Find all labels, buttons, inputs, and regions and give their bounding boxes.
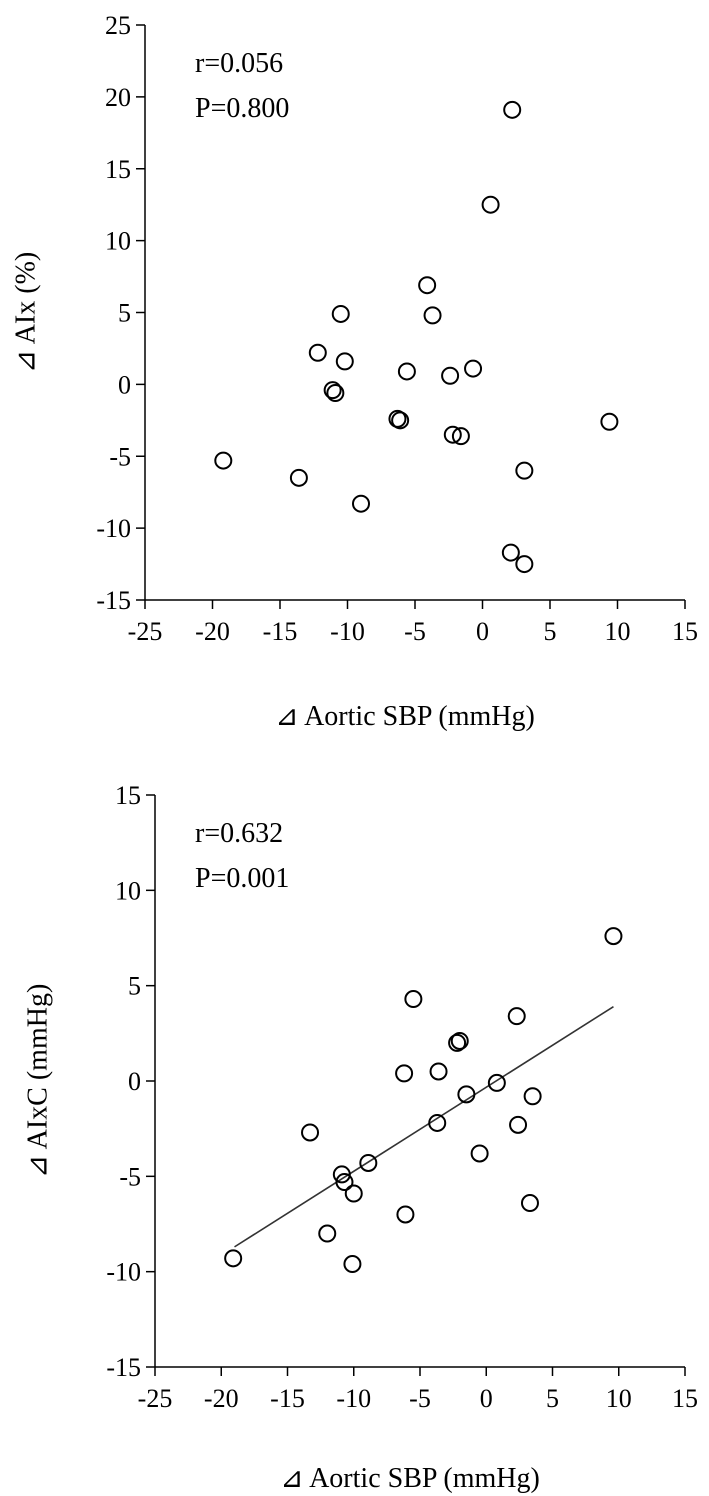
data-point	[450, 1031, 469, 1050]
p-value-label: P=0.800	[195, 93, 289, 124]
data-point	[323, 381, 342, 400]
x-tick-label: -15	[263, 617, 298, 646]
y-tick-label: -10	[96, 514, 131, 543]
data-point	[352, 494, 370, 513]
data-point	[418, 276, 437, 295]
p-value-label: P=0.001	[195, 863, 289, 894]
data-point	[332, 1165, 351, 1184]
x-tick-label: 0	[480, 1384, 493, 1413]
data-point	[335, 1173, 354, 1192]
data-point	[423, 306, 442, 325]
x-tick-label: -15	[270, 1384, 305, 1413]
regression-line	[234, 1005, 614, 1248]
x-tick-label: -10	[330, 617, 365, 646]
data-point	[395, 1064, 414, 1083]
data-point	[604, 927, 623, 946]
x-tick-label: -20	[204, 1384, 239, 1413]
y-tick-label: 0	[118, 370, 131, 399]
correlation-r-label: r=0.632	[195, 818, 283, 849]
y-tick-label: 0	[128, 1067, 141, 1096]
data-point	[487, 1073, 506, 1092]
data-point	[397, 362, 416, 381]
chart-aixc: -15 -10 -5 0 5 10 15 -25 -20 -15 -10 -5 0 5 10 15 r=0.63…	[22, 781, 698, 1494]
data-point	[396, 1205, 415, 1224]
x-tick-label: 10	[605, 617, 631, 646]
data-point	[331, 304, 350, 323]
x-tick-label: 15	[672, 617, 698, 646]
data-point	[318, 1224, 337, 1243]
x-tick-label: 15	[672, 1384, 698, 1413]
data-point	[501, 543, 520, 562]
y-tick-label: 5	[118, 299, 131, 328]
data-point	[457, 1085, 476, 1104]
y-tick-label: 5	[128, 972, 141, 1001]
data-point	[289, 468, 308, 487]
y-axis-title: ⊿ AIxC (mmHg)	[22, 984, 53, 1179]
x-tick-label: -5	[409, 1384, 431, 1413]
y-tick-label: 15	[105, 155, 131, 184]
data-point	[404, 990, 423, 1009]
data-point	[451, 427, 470, 446]
y-tick-label: 20	[105, 83, 131, 112]
data-point	[509, 1115, 528, 1134]
data-point	[359, 1153, 378, 1172]
chart-aix: -15 -10 -5 0 5 10 15 20 25 -25 -20 -15 -10 -5 0 5 10 15 r=…	[10, 11, 698, 732]
y-tick-label: -15	[106, 1353, 141, 1382]
y-tick-label: 15	[115, 781, 141, 810]
data-point	[507, 1007, 526, 1026]
data-point	[428, 1113, 447, 1132]
x-tick-label: 0	[476, 617, 489, 646]
y-tick-label: 10	[115, 876, 141, 905]
data-point	[441, 366, 460, 385]
x-tick-label: -10	[336, 1384, 371, 1413]
x-axis-title: ⊿ Aortic SBP (mmHg)	[275, 701, 535, 732]
x-tick-label: 5	[544, 617, 557, 646]
y-tick-label: -10	[106, 1258, 141, 1287]
x-tick-label: -5	[404, 617, 426, 646]
data-point	[470, 1144, 489, 1163]
y-tick-label: -5	[109, 442, 131, 471]
data-point	[308, 343, 327, 362]
data-point	[343, 1255, 362, 1274]
x-tick-label: 5	[546, 1384, 559, 1413]
y-tick-label: 25	[105, 11, 131, 40]
data-point	[429, 1062, 448, 1081]
data-point	[503, 100, 522, 119]
data-point	[344, 1184, 363, 1203]
data-point	[448, 1033, 467, 1052]
data-point	[214, 451, 233, 470]
x-tick-label: 10	[606, 1384, 632, 1413]
data-point	[481, 195, 500, 214]
data-point	[515, 555, 534, 574]
data-point	[335, 352, 354, 371]
data-point	[326, 384, 345, 402]
y-tick-label: -15	[96, 586, 131, 615]
data-point	[515, 461, 534, 480]
data-point	[301, 1123, 320, 1142]
data-point	[600, 412, 619, 431]
x-tick-label: -25	[128, 617, 163, 646]
y-axis-title: ⊿ AIx (%)	[10, 252, 41, 373]
x-axis-title: ⊿ Aortic SBP (mmHg)	[280, 1463, 540, 1494]
correlation-r-label: r=0.056	[195, 48, 283, 79]
x-tick-label: -20	[195, 617, 230, 646]
data-point	[443, 425, 462, 444]
x-tick-label: -25	[138, 1384, 173, 1413]
data-point	[523, 1087, 542, 1106]
data-point	[464, 359, 483, 378]
data-point	[224, 1249, 243, 1268]
data-point	[391, 411, 410, 430]
y-tick-label: 10	[105, 227, 131, 256]
data-point	[520, 1194, 539, 1213]
y-tick-label: -5	[119, 1162, 141, 1191]
